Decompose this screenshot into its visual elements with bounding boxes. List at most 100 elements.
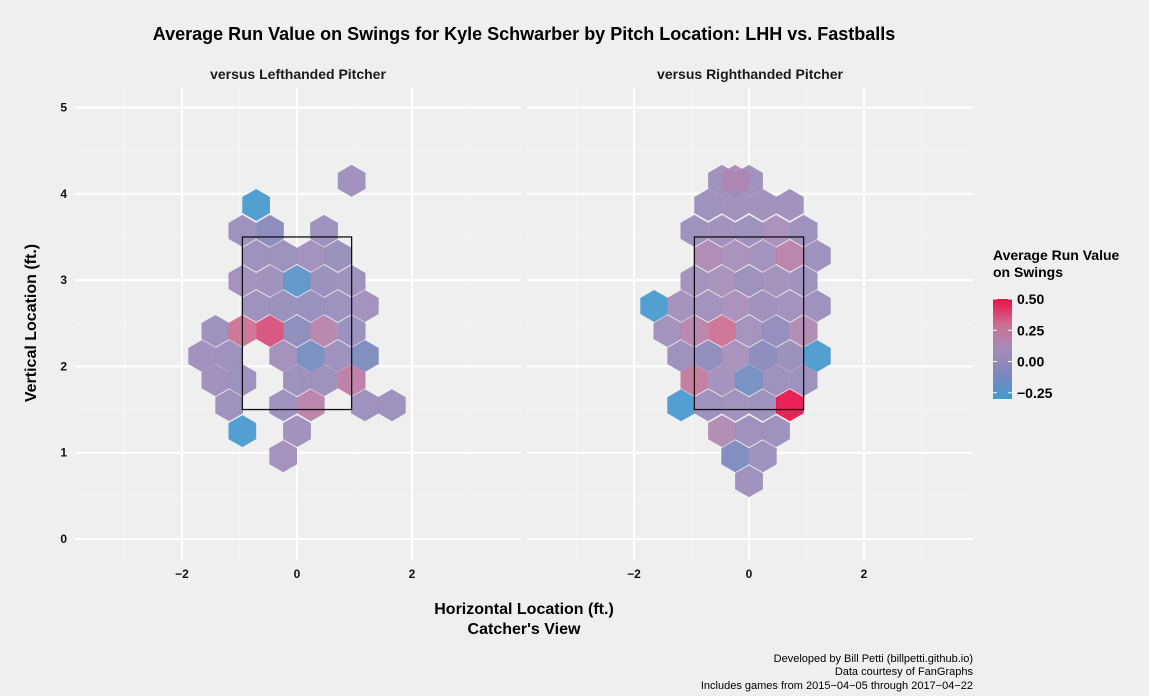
- hex-cell: [269, 340, 298, 372]
- hex-cell: [762, 364, 790, 397]
- hex-cell: [242, 189, 270, 221]
- caption-line1: Developed by Bill Petti (billpetti.githu…: [774, 653, 973, 665]
- hex-cell: [694, 239, 722, 272]
- hex-cell: [776, 389, 804, 422]
- strike-zone: [241, 236, 353, 411]
- x-tick-label: −2: [175, 567, 189, 581]
- hex-cell: [324, 290, 352, 322]
- hex-cell: [735, 265, 763, 297]
- hex-cell: [653, 315, 682, 347]
- x-axis-title: Horizontal Location (ft.): [434, 601, 614, 618]
- hex-cell: [735, 364, 763, 397]
- strip-label-right: versus Righthanded Pitcher: [657, 66, 843, 82]
- legend-ticks: 0.50 0.25 0.00 −0.25: [993, 291, 1053, 401]
- x-tick-label: 2: [861, 567, 868, 581]
- y-tick-label: 1: [60, 446, 67, 460]
- x-tick-label: −2: [627, 567, 641, 581]
- hex-cell: [640, 290, 668, 322]
- hex-cell: [310, 214, 338, 247]
- legend: Average Run Value on Swings 0.50 0.25 0.00…: [993, 247, 1120, 401]
- hex-cell: [762, 214, 790, 247]
- hex-cell: [296, 340, 325, 372]
- hex-cell: [351, 290, 379, 322]
- hex-cell: [256, 315, 284, 347]
- hex-cell: [242, 239, 270, 272]
- hex-cell: [708, 214, 736, 247]
- hex-cell: [721, 189, 750, 221]
- hex-cell: [337, 164, 366, 197]
- y-tick-label: 4: [60, 187, 67, 201]
- hex-cell: [242, 290, 270, 322]
- legend-title-line1: Average Run Value: [993, 247, 1120, 263]
- y-axis-title: Vertical Location (ft.): [23, 244, 40, 402]
- hex-cell: [351, 340, 379, 372]
- hex-cell: [694, 290, 722, 322]
- hex-cell: [283, 265, 311, 297]
- hex-cell: [296, 389, 325, 422]
- hex-cell: [721, 340, 750, 372]
- hex-cell: [694, 340, 722, 372]
- y-axis-ticks: 0 1 2 3 4 5: [60, 101, 67, 547]
- x-axis-subtitle: Catcher's View: [468, 621, 581, 638]
- hex-cell: [748, 440, 777, 473]
- legend-tick-label: 0.00: [1017, 354, 1044, 370]
- hex-cell: [721, 440, 750, 473]
- hex-cell: [721, 239, 750, 272]
- hex-cell: [762, 265, 790, 297]
- hex-cell: [776, 239, 804, 272]
- hex-cell: [735, 415, 763, 448]
- x-tick-label: 2: [409, 567, 416, 581]
- hex-cell: [762, 415, 790, 448]
- hex-cell: [748, 189, 777, 221]
- hex-cell: [708, 364, 736, 397]
- hex-cell: [256, 265, 284, 297]
- caption-line3: Includes games from 2015−04−05 through 2…: [701, 680, 973, 692]
- hex-cell: [735, 315, 763, 347]
- hex-cell: [215, 389, 243, 422]
- hex-cell: [748, 340, 777, 372]
- hex-cell: [351, 389, 379, 422]
- hex-cell: [694, 389, 722, 422]
- hex-cell: [748, 239, 777, 272]
- x-tick-label: 0: [746, 567, 753, 581]
- hex-cell: [803, 340, 831, 372]
- hex-cell: [201, 364, 230, 397]
- hex-cell: [324, 340, 352, 372]
- hex-cell: [283, 315, 311, 347]
- hex-cell: [296, 239, 325, 272]
- legend-tick-label: −0.25: [1017, 385, 1053, 401]
- hex-cell: [283, 415, 311, 448]
- hex-cell: [667, 389, 695, 422]
- hex-cell: [735, 214, 763, 247]
- hex-cell: [708, 415, 736, 448]
- hex-cell: [803, 239, 831, 272]
- hex-cell: [269, 440, 298, 473]
- hex-cell: [215, 340, 243, 372]
- hex-cell: [310, 265, 338, 297]
- legend-title-line2: on Swings: [993, 264, 1063, 280]
- hex-cell: [228, 214, 257, 247]
- hex-cell: [378, 389, 406, 422]
- hex-cell: [748, 290, 777, 322]
- hex-cell: [296, 290, 325, 322]
- hex-cell: [789, 214, 818, 247]
- hex-cell: [776, 290, 804, 322]
- hex-cell: [283, 364, 311, 397]
- hex-cell: [721, 389, 750, 422]
- y-tick-label: 0: [60, 532, 67, 546]
- panel-right: [527, 88, 973, 560]
- caption-line2: Data courtesy of FanGraphs: [835, 666, 974, 678]
- hex-cell: [708, 265, 736, 297]
- hex-cell: [201, 315, 230, 347]
- hex-cell: [776, 340, 804, 372]
- hex-cell: [748, 389, 777, 422]
- hex-cell: [694, 189, 722, 221]
- hex-cell: [269, 389, 298, 422]
- chart-title: Average Run Value on Swings for Kyle Sch…: [153, 24, 896, 44]
- hex-cell: [228, 415, 257, 448]
- y-tick-label: 2: [60, 359, 67, 373]
- hex-cell: [310, 315, 338, 347]
- legend-tick-label: 0.50: [1017, 291, 1044, 307]
- hex-cell: [269, 290, 298, 322]
